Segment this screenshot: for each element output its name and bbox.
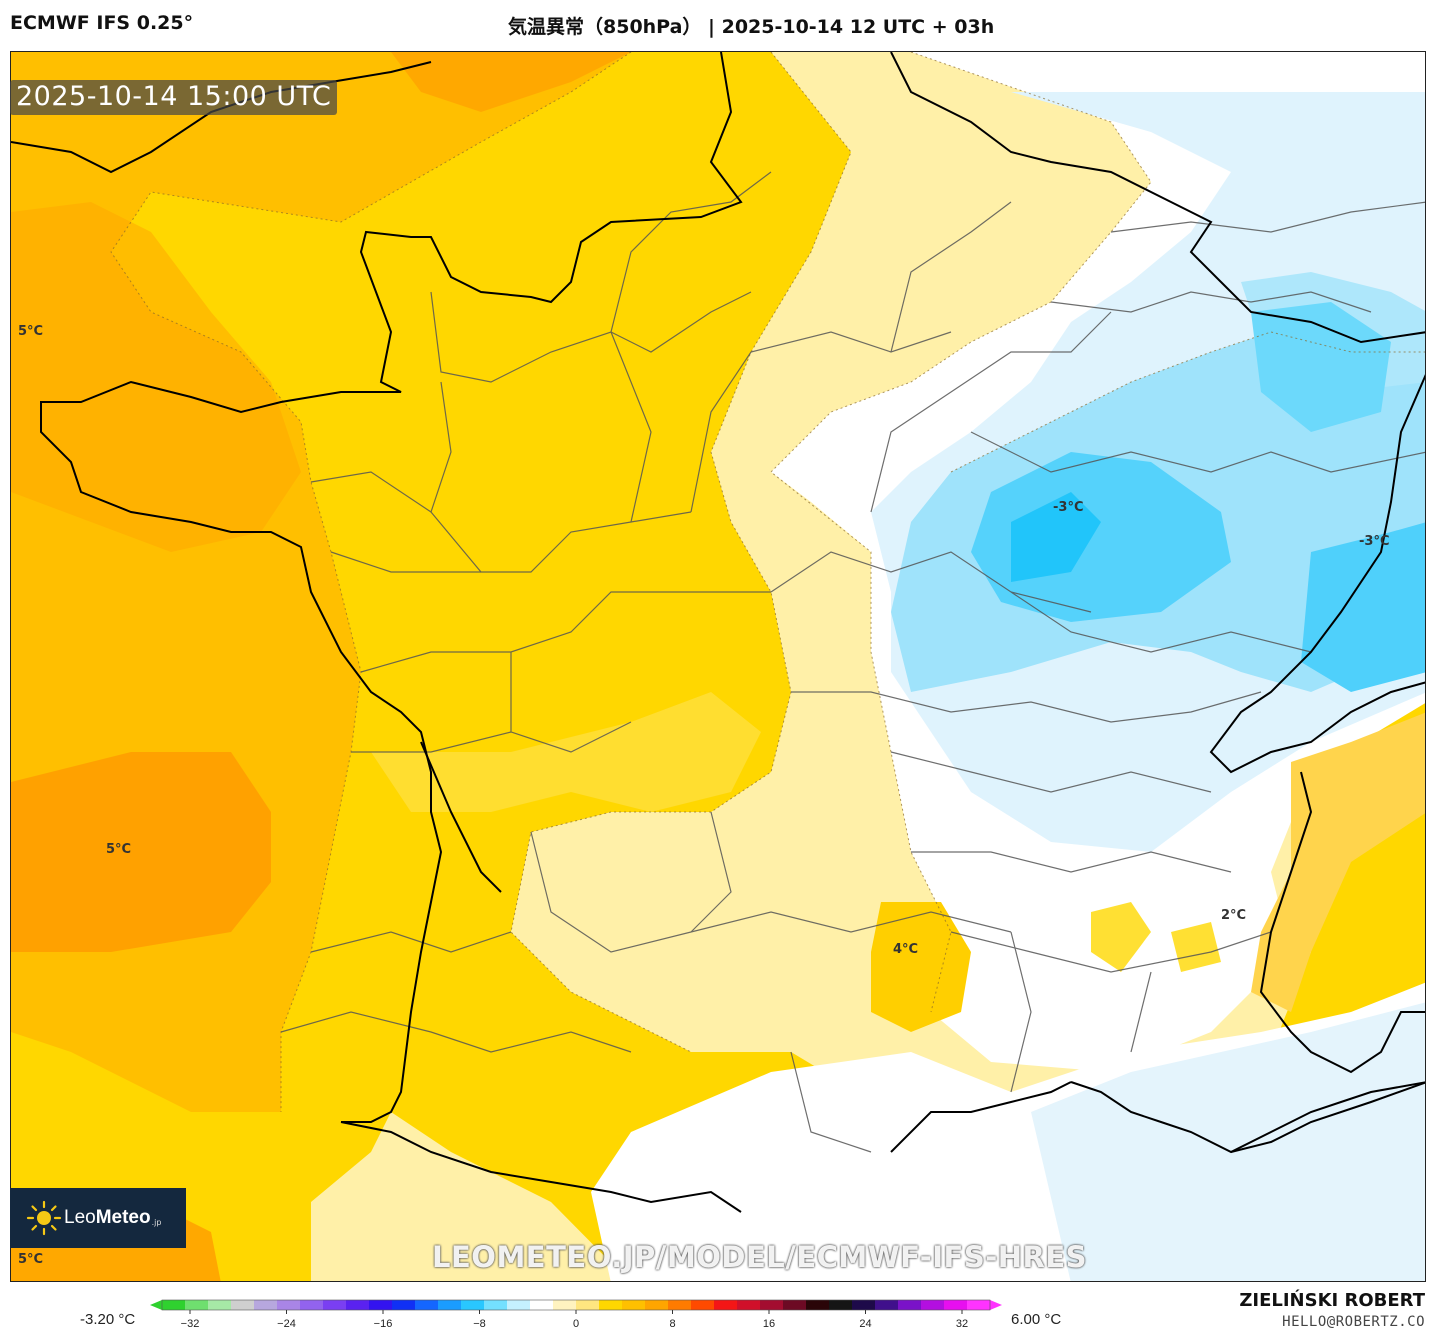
colorbar-swatch [415, 1300, 439, 1310]
colorbar-max-label: 6.00 °C [1011, 1311, 1062, 1328]
anomaly-zone-plus4-center [871, 902, 971, 1032]
anomaly-zone-plus5-sw [11, 752, 271, 952]
isotherm-label: -3°C [1053, 500, 1084, 515]
colorbar-tick-label: 24 [859, 1318, 871, 1330]
colorbar-swatch [783, 1300, 807, 1310]
colorbar-swatch [829, 1300, 853, 1310]
colorbar-swatch [208, 1300, 232, 1310]
colorbar-swatch [898, 1300, 922, 1310]
logo-suffix: .jp [151, 1217, 162, 1227]
colorbar-swatch [231, 1300, 255, 1310]
colorbar-swatch [852, 1300, 876, 1310]
colorbar-swatch [599, 1300, 623, 1310]
anomaly-zone-minus3-core [1011, 492, 1101, 582]
author-email[interactable]: HELLO@ROBERTZ.CO [1282, 1314, 1425, 1330]
colorbar-swatch [921, 1300, 945, 1310]
colorbar-min-label: -3.20 °C [80, 1311, 136, 1328]
isotherm-label: -3°C [1359, 534, 1390, 549]
colorbar-swatch [944, 1300, 968, 1310]
colorbar-swatch [369, 1300, 393, 1310]
colorbar-swatch [668, 1300, 692, 1310]
colorbar-swatch [277, 1300, 301, 1310]
colorbar-tick-label: 0 [573, 1318, 579, 1330]
national-borders [340, 52, 1425, 1213]
anomaly-zone-plus5-channel [391, 52, 631, 112]
anomaly-zone-plus2-blob1 [1091, 902, 1151, 972]
isotherm-label: 5°C [18, 1252, 44, 1267]
colorbar-swatch [392, 1300, 416, 1310]
anomaly-zone-minus3-center [971, 452, 1231, 622]
model-title: ECMWF IFS 0.25° [10, 12, 194, 34]
colorbar-tick-label: 16 [763, 1318, 775, 1330]
isotherm-label: 4°C [893, 942, 919, 957]
colorbar-swatch [323, 1300, 347, 1310]
colorbar: −32 −24 −16 −8 0 8 16 24 32 [150, 1299, 1002, 1330]
colorbar-tick-label: 32 [956, 1318, 968, 1330]
isotherm-label: 5°C [106, 842, 132, 857]
colorbar-swatch [875, 1300, 899, 1310]
colorbar-swatch [967, 1300, 991, 1310]
isotherm-label: 2°C [1221, 908, 1247, 923]
anomaly-zone-plus5-west [11, 202, 301, 552]
map-panel[interactable]: 5°C 5°C 5°C -3°C -3°C 4°C 2°C [10, 51, 1426, 1282]
anomaly-zone-minus3-east [1301, 522, 1425, 692]
colorbar-swatch [645, 1300, 669, 1310]
colorbar-swatch [737, 1300, 761, 1310]
colorbar-swatch [806, 1300, 830, 1310]
anomaly-zone-minus3-north [1251, 302, 1391, 432]
colorbar-swatch [484, 1300, 508, 1310]
colorbar-swatch [507, 1300, 531, 1310]
region-boundaries [280, 171, 1425, 1153]
valid-time-badge: 2025-10-14 15:00 UTC [10, 80, 338, 115]
colorbar-extend-max [990, 1300, 1002, 1310]
colorbar-tick-label: −8 [473, 1318, 486, 1330]
colorbar-swatch [254, 1300, 278, 1310]
colorbar-swatch [300, 1300, 324, 1310]
colorbar-tick-label: −32 [181, 1318, 200, 1330]
colorbar-swatch [691, 1300, 715, 1310]
anomaly-zone-plus2-band [371, 692, 761, 812]
author-name: ZIELIŃSKI ROBERT [1239, 1290, 1425, 1311]
colorbar-swatch [714, 1300, 738, 1310]
colorbar-swatch [576, 1300, 600, 1310]
colorbar-swatch [185, 1300, 209, 1310]
colorbar-swatch [622, 1300, 646, 1310]
watermark-url: LEOMETEO.JP/MODEL/ECMWF-IFS-HRES [432, 1240, 1088, 1274]
colorbar-swatch [760, 1300, 784, 1310]
anomaly-zone-plus2-blob2 [1171, 922, 1221, 972]
colorbar-tick-label: −16 [374, 1318, 393, 1330]
colorbar-tick-label: −24 [277, 1318, 296, 1330]
colorbar-swatch [438, 1300, 462, 1310]
colorbar-swatch [461, 1300, 485, 1310]
colorbar-tick-label: 8 [669, 1318, 675, 1330]
anomaly-zone-minus1-se [1031, 1002, 1425, 1281]
colorbar-swatch [530, 1300, 554, 1310]
anomaly-map [11, 52, 1425, 1281]
colorbar-swatch [346, 1300, 370, 1310]
logo-text: LeoMeteo [64, 1207, 151, 1228]
isotherm-label: 5°C [18, 324, 44, 339]
anomaly-zone-plus3-alps [1251, 712, 1425, 1012]
colorbar-extend-min [150, 1300, 162, 1310]
chart-title: 気温異常（850hPa） | 2025-10-14 12 UTC + 03h [508, 16, 995, 38]
colorbar-swatch [553, 1300, 577, 1310]
leometeo-logo[interactable]: LeoMeteo .jp [10, 1188, 186, 1248]
colorbar-swatch [162, 1300, 186, 1310]
sun-icon [26, 1200, 62, 1236]
